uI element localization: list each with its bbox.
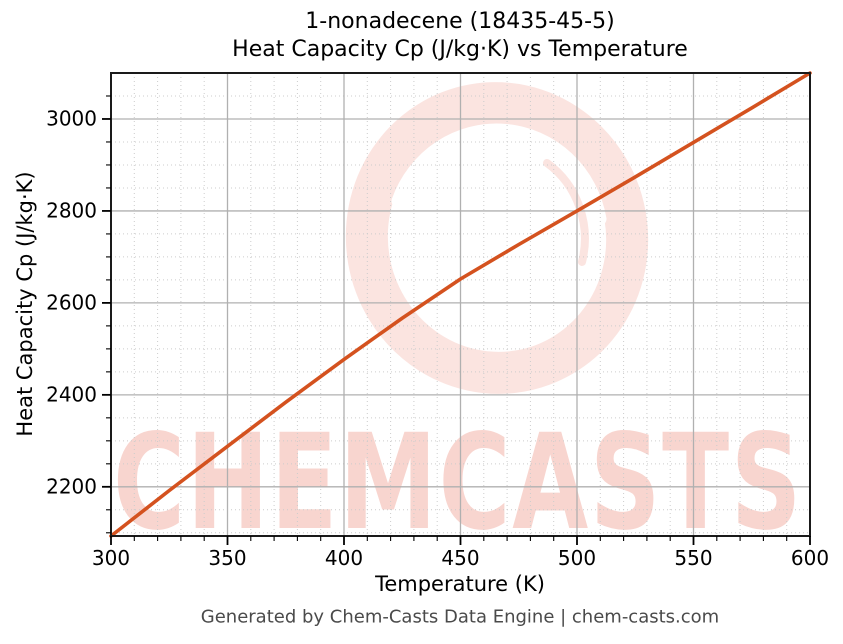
watermark-ring-gap [391, 123, 607, 226]
x-tick-label: 500 [558, 546, 596, 570]
y-tick-label: 2600 [46, 290, 97, 314]
y-tick-label: 2400 [46, 382, 97, 406]
y-axis-label: Heat Capacity Cp (J/kg·K) [13, 171, 37, 437]
x-tick-label: 300 [92, 546, 130, 570]
y-tick-label: 2800 [46, 198, 97, 222]
axis-tick-labels: 300 350 400 450 500 550 600 2200 2400 2600 2800 300… [46, 106, 829, 570]
data-series [109, 71, 812, 538]
x-tick-label: 350 [208, 546, 246, 570]
axis-ticks [102, 95, 811, 545]
x-axis-label: Temperature (K) [375, 572, 545, 596]
watermark-ring-swish-icon [543, 159, 589, 266]
x-tick-label: 550 [674, 546, 712, 570]
footer-attribution: Generated by Chem-Casts Data Engine | ch… [200, 606, 720, 628]
watermark-ring-icon [345, 82, 649, 394]
x-tick-label: 450 [441, 546, 479, 570]
y-tick-label: 3000 [46, 106, 97, 130]
y-tick-label: 2200 [46, 474, 97, 498]
chemcasts-watermark: CHEMCASTS [113, 82, 801, 560]
major-gridlines [111, 73, 810, 536]
x-tick-label: 400 [325, 546, 363, 570]
x-tick-label: 600 [791, 546, 829, 570]
cp-series-line [109, 71, 812, 538]
chart-title-line1: 1-nonadecene (18435-45-5) [305, 9, 615, 34]
chart-title-line2: Heat Capacity Cp (J/kg·K) vs Temperature [232, 37, 688, 62]
